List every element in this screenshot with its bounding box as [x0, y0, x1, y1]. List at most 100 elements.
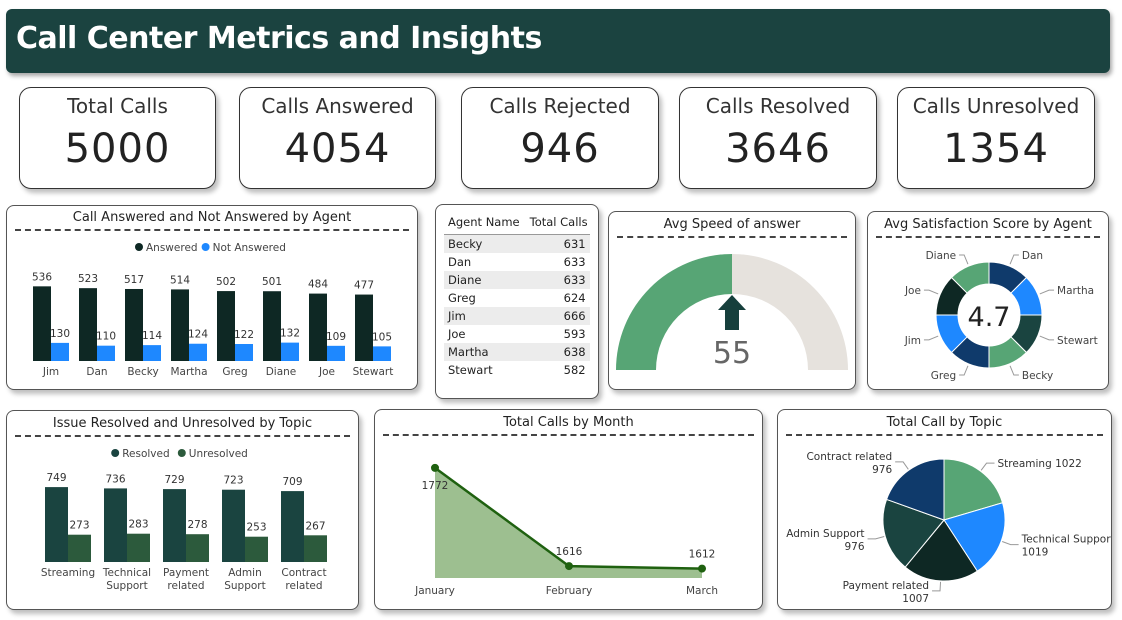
- x-tick-label: Martha: [170, 366, 207, 378]
- slice-label: Diane: [926, 250, 957, 262]
- bar-not-answered-diane: [281, 342, 299, 361]
- table-row[interactable]: Diane 633: [444, 271, 590, 289]
- bar-answered-jim: [33, 286, 51, 361]
- slice-label: Technical Support: [1021, 534, 1111, 546]
- bar-answered-joe: [309, 293, 327, 361]
- x-tick-label: Greg: [222, 366, 247, 378]
- speed-gauge[interactable]: 55: [609, 212, 855, 389]
- agent-bar-chart[interactable]: Answered Not Answered 536 130 Jim 523 110 Dan 51…: [7, 206, 417, 389]
- kpi-calls-unresolved[interactable]: Calls Unresolved 1354: [897, 87, 1095, 189]
- arrow-up-icon: [718, 295, 746, 330]
- bar-not-answered-greg: [235, 344, 253, 361]
- data-label: 502: [216, 276, 236, 288]
- x-tick-label: February: [546, 585, 593, 597]
- satisfaction-card[interactable]: Avg Satisfaction Score by Agent Dan Marth…: [867, 211, 1109, 390]
- satisfaction-donut[interactable]: Dan Martha Stewart Becky Greg Jim Joe Diane 4.7: [868, 212, 1108, 389]
- data-label: 132: [280, 328, 300, 340]
- agent-calls-card[interactable]: Call Answered and Not Answered by Agent …: [6, 205, 418, 390]
- kpi-label: Calls Resolved: [705, 94, 851, 118]
- kpi-total-calls[interactable]: Total Calls 5000: [19, 87, 216, 189]
- bar-resolved-technical-support: [104, 488, 127, 562]
- kpi-label: Calls Answered: [261, 94, 414, 118]
- data-label: 1772: [422, 480, 449, 492]
- slice-value: 976: [845, 541, 865, 553]
- slice-value: 976: [872, 464, 892, 476]
- data-label: 253: [246, 522, 266, 534]
- data-label: 729: [164, 474, 184, 486]
- total-calls-cell: 666: [525, 307, 590, 325]
- data-label: 501: [262, 276, 282, 288]
- kpi-calls-rejected[interactable]: Calls Rejected 946: [461, 87, 659, 189]
- agent-table-card[interactable]: Agent Name Total Calls Becky 631 Dan 633 D…: [435, 204, 599, 399]
- x-tick-label: March: [686, 585, 718, 597]
- bar-resolved-streaming: [45, 487, 68, 562]
- x-tick-label: Contract: [281, 567, 326, 579]
- pie-slice-contract-related: [885, 458, 945, 521]
- pie-slice-payment-related: [904, 519, 978, 582]
- kpi-label: Calls Rejected: [489, 94, 631, 118]
- bar-unresolved-payment-related: [186, 534, 209, 562]
- x-tick-label: Support: [106, 580, 148, 592]
- topic-resolution-card[interactable]: Issue Resolved and Unresolved by Topic R…: [6, 410, 359, 610]
- gauge-value-arc: [616, 254, 732, 370]
- total-calls-cell: 582: [563, 363, 586, 377]
- data-label: 477: [354, 280, 374, 292]
- data-label: 273: [69, 520, 89, 532]
- leader-line: [867, 535, 885, 540]
- kpi-calls-answered[interactable]: Calls Answered 4054: [239, 87, 436, 189]
- data-point-january: [431, 463, 439, 472]
- legend-marker-unresolved: [177, 449, 186, 457]
- table-row[interactable]: Joe 593: [444, 325, 590, 343]
- data-label: 114: [142, 330, 162, 342]
- bar-answered-stewart: [355, 294, 373, 361]
- slice-label: Greg: [931, 370, 956, 382]
- data-label: 536: [32, 271, 52, 283]
- bar-resolved-contract-related: [281, 491, 304, 562]
- table-row[interactable]: Stewart 582: [444, 361, 590, 379]
- topic-bar-chart[interactable]: Resolved Unresolved 749 273 Streaming 736 283 T…: [7, 411, 358, 609]
- bar-resolved-admin-support: [222, 489, 245, 562]
- agent-name-cell: Greg: [448, 291, 476, 305]
- column-header-agent-name[interactable]: Agent Name: [444, 213, 526, 235]
- bar-answered-diane: [263, 291, 281, 361]
- leader-line: [1039, 335, 1055, 341]
- table-row[interactable]: Dan 633: [444, 253, 590, 271]
- bar-resolved-payment-related: [163, 489, 186, 562]
- donut-center-value: 4.7: [968, 302, 1011, 333]
- x-tick-label: Becky: [127, 366, 158, 378]
- topic-pie-card[interactable]: Total Call by Topic Streaming 1022 Techni…: [777, 409, 1112, 610]
- slice-value: 1019: [1022, 547, 1049, 559]
- monthly-area-chart[interactable]: 1772 January 1616 February 1612 March: [375, 410, 762, 609]
- slice-label: Martha: [1057, 285, 1094, 297]
- table-row[interactable]: Martha 638: [444, 343, 590, 361]
- x-tick-label: related: [285, 580, 322, 592]
- leader-line: [932, 581, 942, 592]
- agent-name-cell: Jim: [444, 307, 526, 325]
- bar-answered-becky: [125, 288, 143, 361]
- column-header-total-calls[interactable]: Total Calls: [525, 213, 590, 235]
- table-row[interactable]: Greg 624: [444, 289, 590, 307]
- agent-name-cell: Dan: [448, 255, 472, 269]
- agent-name-cell: Joe: [448, 327, 466, 341]
- data-label: 122: [234, 329, 254, 341]
- agent-name-cell: Martha: [444, 343, 526, 361]
- monthly-calls-card[interactable]: Total Calls by Month 1772 January 1616 Febr…: [374, 409, 763, 610]
- legend-marker-not-answered: [201, 243, 210, 251]
- area-fill: [435, 467, 702, 578]
- title-divider: [15, 435, 350, 437]
- speed-gauge-card[interactable]: Avg Speed of answer 55: [608, 211, 856, 390]
- data-label: 283: [128, 519, 148, 531]
- bar-answered-dan: [79, 288, 97, 361]
- bar-unresolved-contract-related: [304, 535, 327, 562]
- x-tick-label: Technical: [102, 567, 151, 579]
- kpi-value: 5000: [64, 126, 171, 172]
- table-row[interactable]: Becky 631: [444, 234, 590, 253]
- slice-label: Becky: [1022, 370, 1053, 382]
- slice-label: Stewart: [1057, 335, 1098, 347]
- legend-label-unresolved: Unresolved: [189, 448, 248, 460]
- legend-label-resolved: Resolved: [122, 448, 169, 460]
- table-row[interactable]: Jim 666: [444, 307, 590, 325]
- kpi-value: 1354: [943, 126, 1049, 172]
- kpi-calls-resolved[interactable]: Calls Resolved 3646: [679, 87, 877, 189]
